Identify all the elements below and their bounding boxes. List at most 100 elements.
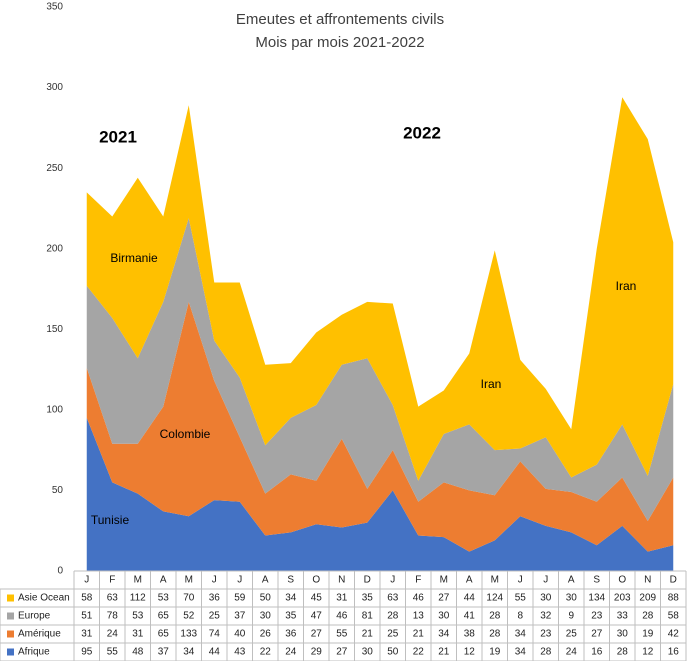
x-tick-label: F: [109, 575, 115, 586]
table-cell: 9: [568, 611, 574, 622]
table-cell: 30: [540, 593, 552, 604]
x-tick-label: O: [618, 575, 626, 586]
area: [86, 218, 674, 522]
x-tick-label: J: [212, 575, 217, 586]
table-cell: 40: [234, 629, 246, 640]
table-cell: 22: [413, 647, 425, 658]
table-cell: 30: [362, 647, 374, 658]
x-tick-label: F: [415, 575, 421, 586]
y-tick-label: 100: [46, 404, 63, 415]
table-cell: 19: [642, 629, 654, 640]
y-tick-label: 150: [46, 324, 63, 335]
table-cell: 74: [209, 629, 221, 640]
table-cell: 50: [387, 647, 399, 658]
chart-title: Emeutes et affrontements civils: [236, 11, 444, 28]
table-cell: 16: [591, 647, 603, 658]
table-cell: 203: [614, 593, 631, 604]
table-cell: 23: [540, 629, 552, 640]
table-cell: 27: [591, 629, 603, 640]
annotation: Iran: [616, 279, 637, 293]
table-cell: 134: [588, 593, 605, 604]
table-cell: 124: [486, 593, 503, 604]
table-cell: 63: [107, 593, 119, 604]
annotation: 2021: [99, 127, 137, 146]
x-tick-label: S: [287, 575, 294, 586]
table-cell: 37: [158, 647, 170, 658]
table-cell: 27: [336, 647, 348, 658]
table-cell: 81: [362, 611, 374, 622]
x-tick-label: M: [440, 575, 448, 586]
table-cell: 30: [438, 611, 450, 622]
table-cell: 25: [566, 629, 578, 640]
x-tick-label: N: [338, 575, 345, 586]
table-cell: 47: [311, 611, 323, 622]
table-cell: 25: [209, 611, 221, 622]
table-cell: 28: [540, 647, 552, 658]
x-tick-label: D: [670, 575, 677, 586]
table-cell: 133: [180, 629, 197, 640]
table-cell: 22: [260, 647, 272, 658]
x-tick-label: N: [644, 575, 651, 586]
y-tick-label: 300: [46, 82, 63, 93]
x-tick-label: M: [491, 575, 499, 586]
table-cell: 19: [489, 647, 501, 658]
table-cell: 31: [336, 593, 348, 604]
table-cell: 30: [617, 629, 629, 640]
plot: [86, 97, 674, 571]
table-cell: 25: [387, 629, 399, 640]
legend-swatch: [7, 648, 14, 656]
table-cell: 41: [464, 611, 476, 622]
area: [86, 97, 674, 481]
table-cell: 32: [540, 611, 552, 622]
annotation: Iran: [481, 377, 502, 391]
x-tick-label: M: [185, 575, 193, 586]
area: [86, 301, 674, 552]
area: [86, 417, 674, 571]
y-tick-label: 0: [57, 566, 63, 577]
table-cell: 13: [413, 611, 425, 622]
x-tick-label: J: [518, 575, 523, 586]
table-cell: 30: [566, 593, 578, 604]
table-cell: 44: [464, 593, 476, 604]
table-cell: 38: [464, 629, 476, 640]
table-cell: 37: [234, 611, 246, 622]
table-cell: 29: [311, 647, 323, 658]
table-cell: 35: [362, 593, 374, 604]
table-cell: 28: [387, 611, 399, 622]
table-cell: 36: [209, 593, 221, 604]
table-cell: 46: [413, 593, 425, 604]
table-cell: 53: [158, 593, 170, 604]
x-tick-label: D: [364, 575, 371, 586]
annotation: Colombie: [160, 427, 211, 441]
table-cell: 35: [285, 611, 297, 622]
table-cell: 34: [285, 593, 297, 604]
table-cell: 58: [668, 611, 680, 622]
x-tick-label: J: [390, 575, 395, 586]
y-tick-label: 250: [46, 163, 63, 174]
table-cell: 70: [183, 593, 195, 604]
table-cell: 34: [515, 647, 527, 658]
table-cell: 50: [260, 593, 272, 604]
table-cell: 53: [132, 611, 144, 622]
legend-label: Asie Ocean: [18, 593, 70, 604]
table-cell: 21: [438, 647, 450, 658]
table-cell: 46: [336, 611, 348, 622]
x-tick-label: J: [84, 575, 89, 586]
chart-subtitle: Mois par mois 2021-2022: [255, 34, 424, 51]
table-cell: 27: [438, 593, 450, 604]
table-cell: 24: [107, 629, 119, 640]
table-cell: 24: [285, 647, 297, 658]
table-cell: 42: [668, 629, 680, 640]
table-cell: 28: [642, 611, 654, 622]
x-tick-label: J: [237, 575, 242, 586]
y-tick-label: 50: [52, 485, 64, 496]
table-cell: 36: [285, 629, 297, 640]
x-tick-label: A: [466, 575, 473, 586]
table-cell: 58: [81, 593, 93, 604]
table-cell: 12: [464, 647, 476, 658]
annotation: Tunisie: [91, 513, 130, 527]
x-tick-label: A: [568, 575, 575, 586]
x-tick-label: S: [593, 575, 600, 586]
table-cell: 23: [591, 611, 603, 622]
